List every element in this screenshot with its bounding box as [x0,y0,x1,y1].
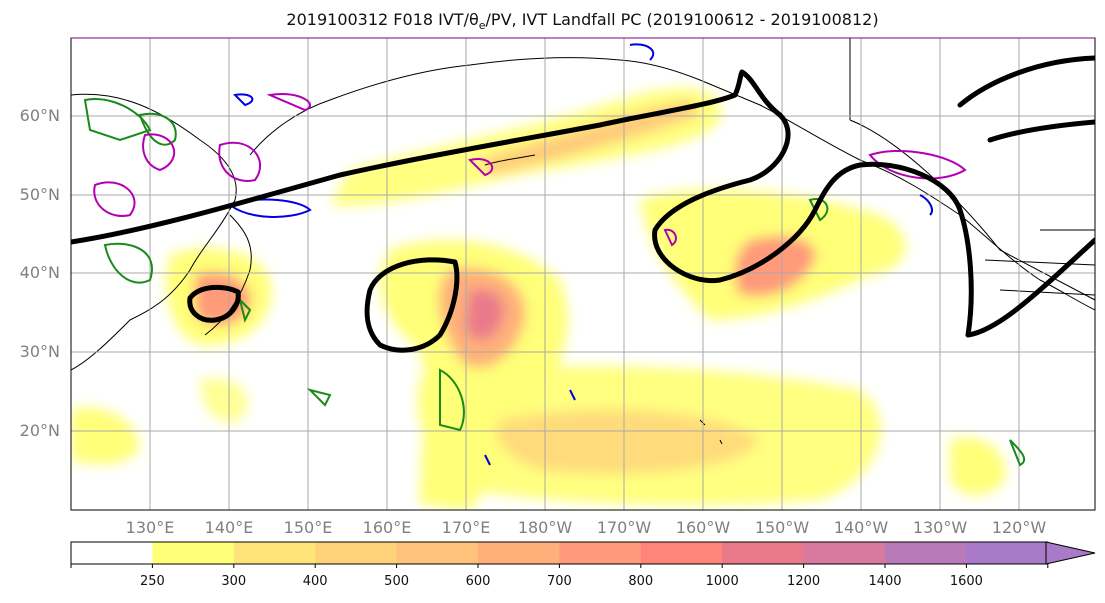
colorbar-segment [71,542,153,564]
colorbar-segment [803,542,886,564]
gridlines [71,38,1095,510]
colorbar-segment [152,542,235,564]
lon-label-130w: 130°W [912,518,968,537]
colorbar-segment [966,542,1049,564]
colorbar-tick-label: 1200 [787,574,821,589]
colorbar-tick-label: 250 [139,574,165,589]
pv-contours-magenta [93,93,967,247]
colorbar-tick-label: 600 [465,574,491,589]
colorbar-tick-label: 500 [384,574,409,589]
colorbar-tick-label: 1400 [868,574,902,589]
colorbar-tick-label: 400 [302,574,328,589]
lon-label-170w: 170°W [596,518,652,537]
lat-label-30: 30°N [19,342,60,361]
lat-label-50: 50°N [19,185,60,204]
colorbar-tick-label: 300 [221,574,247,589]
colorbar-segment [559,542,642,564]
colorbar-segment [315,542,398,564]
colorbar-segment [722,542,805,564]
lon-label-170e: 170°E [441,518,491,537]
ivt-shading [71,88,1006,510]
colorbar-segment [396,542,479,564]
lon-label-160w: 160°W [675,518,731,537]
colorbar-extend-arrow [1045,541,1096,565]
colorbar-tick-label: 1600 [949,574,983,589]
colorbar [70,541,1049,568]
lon-label-140w: 140°W [833,518,889,537]
colorbar-tick-label: 800 [628,574,654,589]
lon-label-180w: 180°W [517,518,573,537]
lat-label-40: 40°N [19,263,60,282]
lat-label-20: 20°N [19,421,60,440]
colorbar-segment [233,542,316,564]
lat-label-60: 60°N [19,106,60,125]
colorbar-tick-label: 700 [546,574,572,589]
lon-label-140e: 140°E [204,518,254,537]
lon-label-150e: 150°E [283,518,333,537]
lon-label-150w: 150°W [754,518,810,537]
colorbar-segment [885,542,967,564]
lon-label-160e: 160°E [362,518,412,537]
colorbar-tick-label: 1000 [705,574,739,589]
colorbar-segment [478,542,560,564]
chart-title: 2019100312 F018 IVT/θe/PV, IVT Landfall … [286,10,879,33]
lon-label-120w: 120°W [991,518,1047,537]
lon-label-130e: 130°E [125,518,175,537]
theta-e-contours [71,55,1095,353]
colorbar-segment [640,542,723,564]
